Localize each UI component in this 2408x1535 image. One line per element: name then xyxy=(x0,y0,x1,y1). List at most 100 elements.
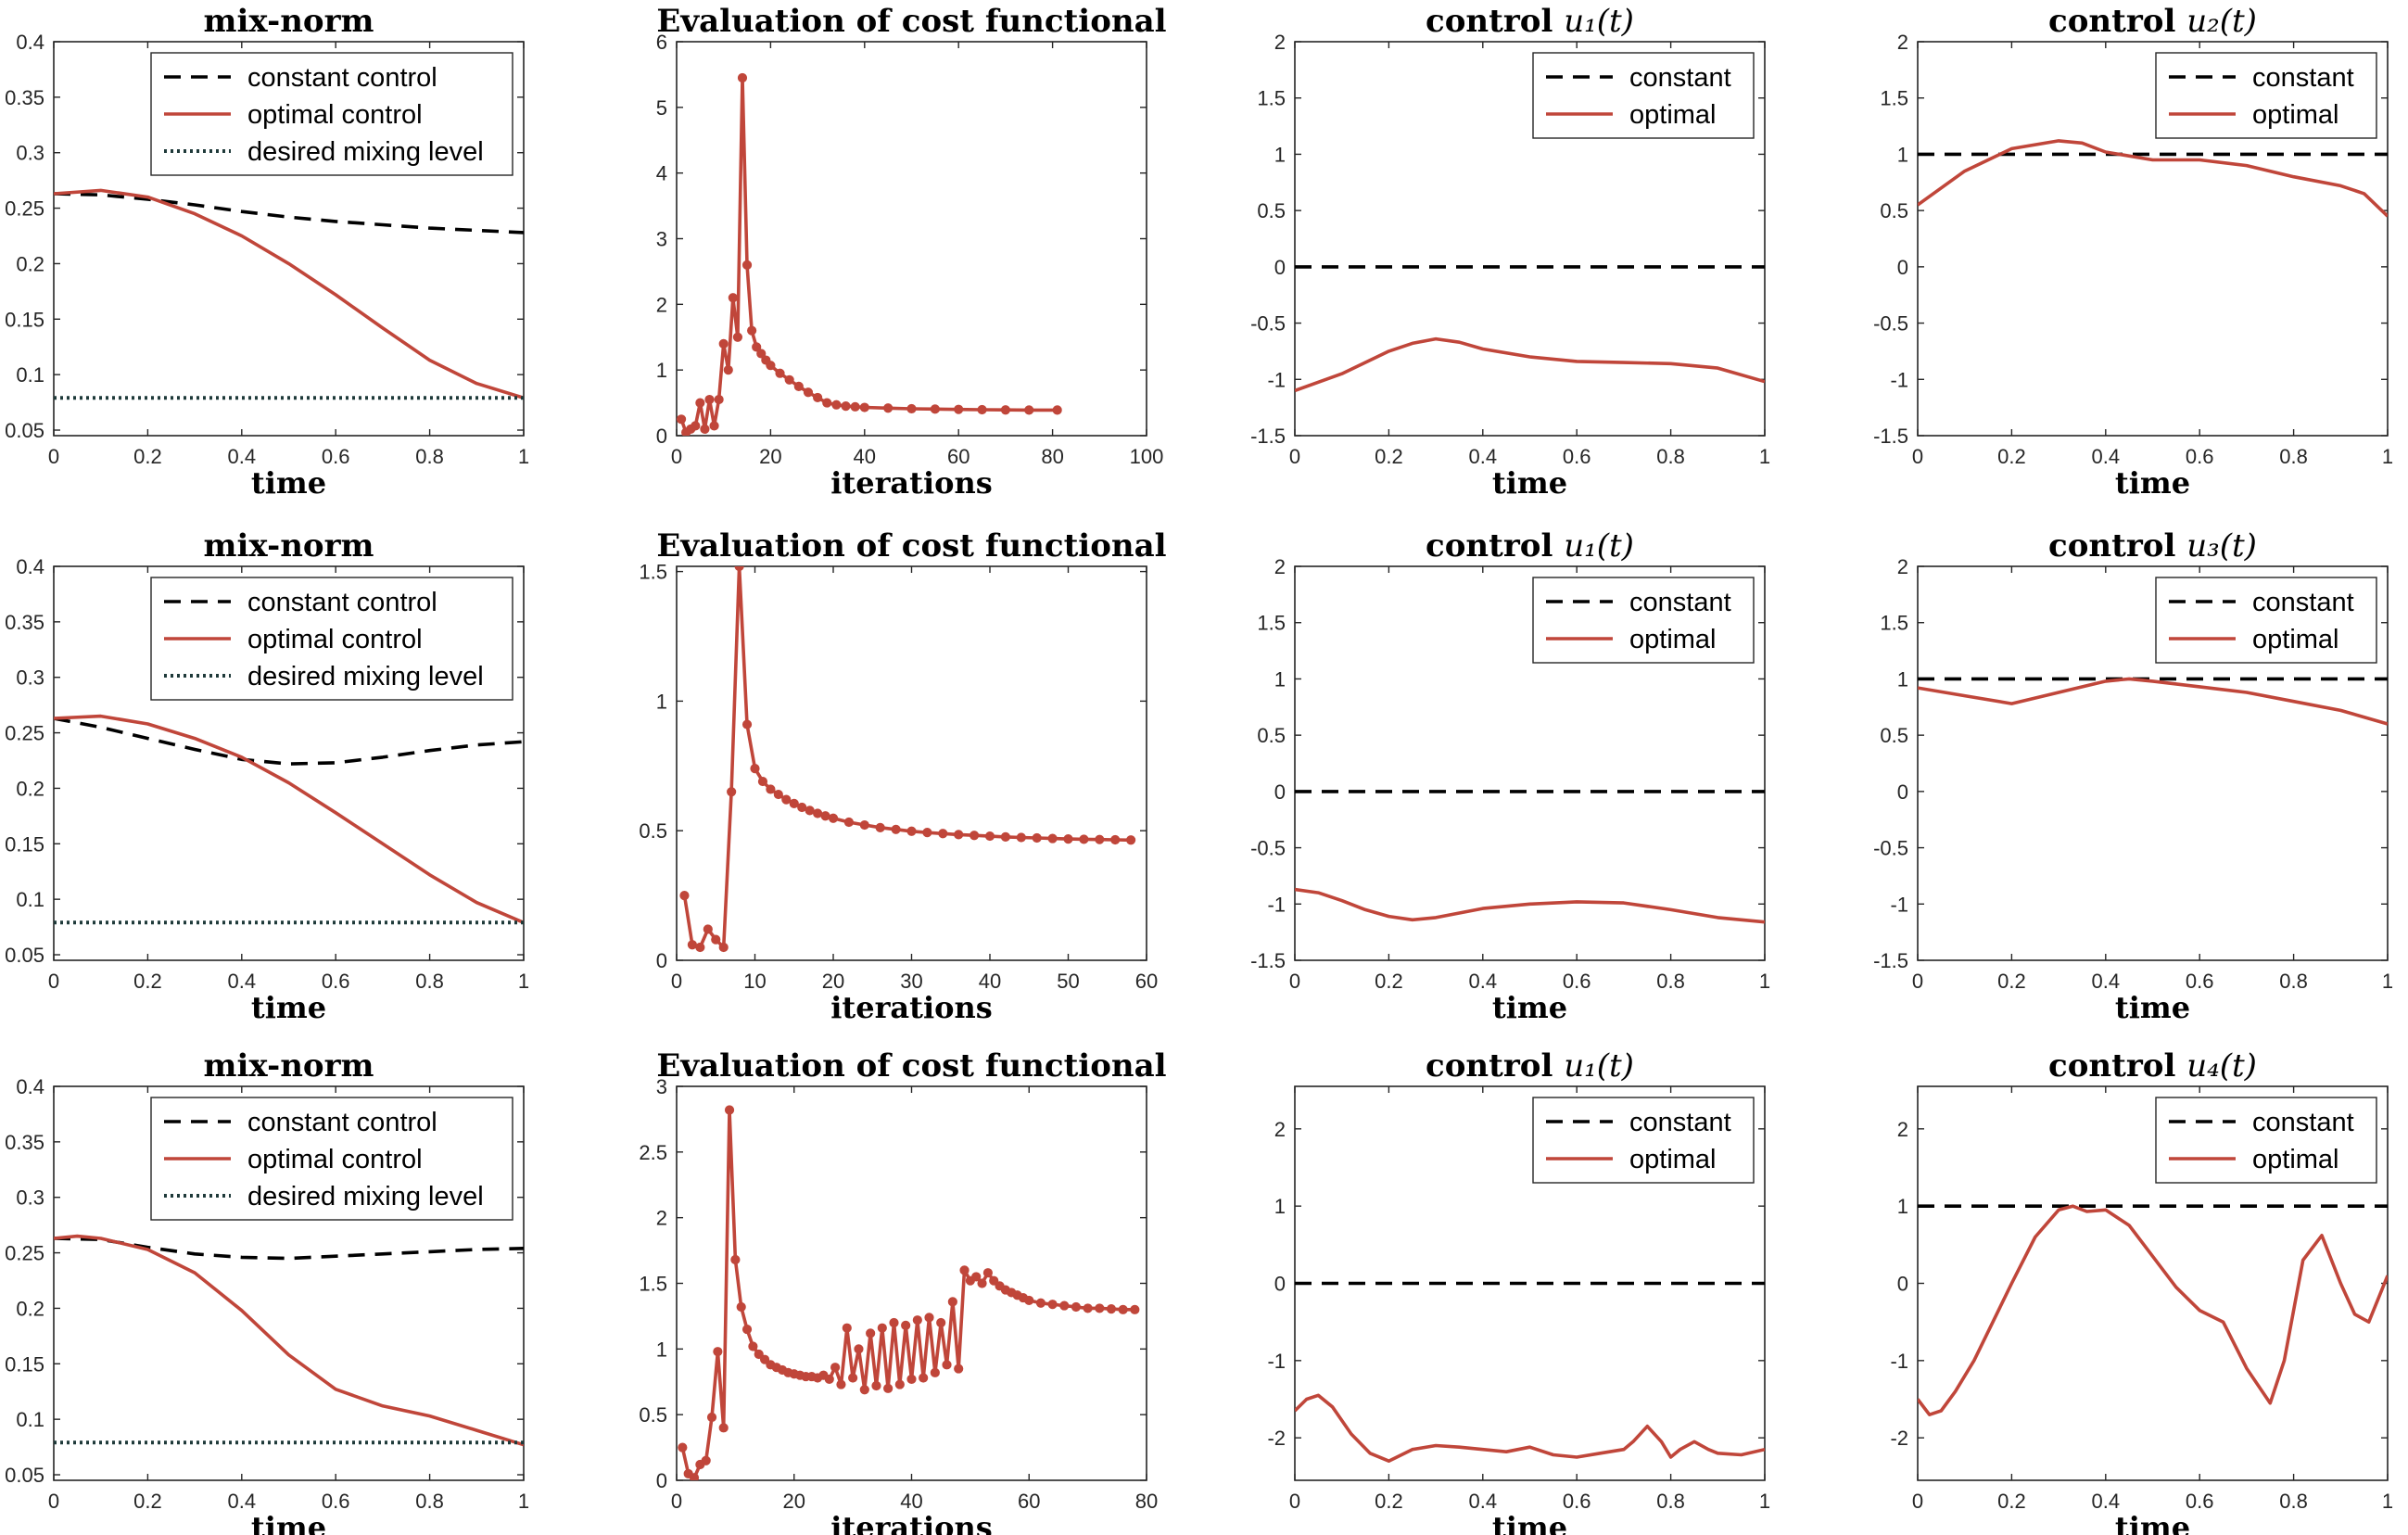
data-point xyxy=(989,1275,999,1286)
x-tick-label: 0.8 xyxy=(415,1490,444,1513)
chart-title: control u₁(t) xyxy=(1426,1047,1634,1085)
y-tick-label: 0.2 xyxy=(16,777,44,800)
data-point xyxy=(784,374,794,385)
x-tick-label: 0 xyxy=(1289,1490,1300,1513)
data-point xyxy=(754,1349,764,1360)
x-tick-label: 60 xyxy=(947,445,970,468)
data-point xyxy=(718,1423,729,1433)
x-tick-label: 20 xyxy=(822,970,844,993)
y-tick-label: 0 xyxy=(656,1469,667,1492)
y-tick-label: 2.5 xyxy=(639,1141,667,1164)
legend: constant optimal xyxy=(2155,1097,2377,1184)
data-point xyxy=(971,1272,982,1282)
x-tick-label: 80 xyxy=(1135,1490,1158,1513)
y-tick-label: 0.2 xyxy=(16,252,44,275)
y-tick-label: 0 xyxy=(1897,780,1908,804)
x-tick-label: 30 xyxy=(900,970,922,993)
y-tick-label: 0.15 xyxy=(5,832,44,856)
x-tick-label: 0.6 xyxy=(1563,445,1591,468)
data-point xyxy=(959,1265,970,1275)
y-tick-label: 2 xyxy=(1274,1118,1286,1141)
data-point xyxy=(759,1354,770,1364)
x-tick-label: 1 xyxy=(518,1490,529,1513)
legend-label: optimal control xyxy=(247,625,423,654)
x-tick-label: 0 xyxy=(48,445,59,468)
legend-label: optimal xyxy=(1629,1145,1717,1174)
legend-label: optimal xyxy=(2252,100,2339,130)
x-tick-label: 0.4 xyxy=(1469,970,1498,993)
y-tick-label: 1 xyxy=(1897,143,1908,166)
y-tick-label: -1 xyxy=(1267,368,1286,391)
legend-box xyxy=(1532,577,1755,664)
x-tick-label: 0.2 xyxy=(133,970,162,993)
x-axis-label: time xyxy=(1492,465,1567,501)
x-tick-label: 1 xyxy=(1759,970,1770,993)
title-math: u₂(t) xyxy=(2186,3,2257,40)
y-tick-label: -1.5 xyxy=(1873,425,1908,448)
plot-area xyxy=(1918,1204,2388,1416)
data-point xyxy=(843,817,855,828)
y-tick-label: -1.5 xyxy=(1873,949,1908,972)
plot-area xyxy=(1295,790,1765,924)
data-point xyxy=(752,342,762,352)
x-tick-label: 0.2 xyxy=(133,1490,162,1513)
x-tick-label: 0 xyxy=(671,445,682,468)
x-tick-label: 0.8 xyxy=(1656,1490,1685,1513)
y-tick-label: 0.25 xyxy=(5,722,44,745)
series-line-optimal xyxy=(1295,336,1765,393)
y-tick-label: 0.1 xyxy=(16,888,44,911)
data-point xyxy=(1024,1295,1034,1306)
data-point xyxy=(836,1379,846,1389)
y-tick-label: -0.5 xyxy=(1873,837,1908,860)
data-point xyxy=(938,829,948,839)
plot-area xyxy=(54,1234,524,1447)
y-tick-label: 1.5 xyxy=(1880,87,1908,110)
y-tick-label: 1.5 xyxy=(1880,612,1908,635)
data-point xyxy=(730,1254,741,1265)
chart-title: Evaluation of cost functional xyxy=(656,527,1166,565)
y-tick-label: 0 xyxy=(1274,256,1286,279)
y-tick-label: 0.5 xyxy=(1880,724,1908,747)
x-axis-label: time xyxy=(2115,990,2190,1025)
chart-title: control u₂(t) xyxy=(2048,3,2257,40)
y-tick-label: 0.15 xyxy=(5,1352,44,1376)
legend-label: desired mixing level xyxy=(247,1182,484,1212)
x-tick-label: 1 xyxy=(2382,970,2393,993)
legend-box xyxy=(1532,1097,1755,1184)
chart-title: control u₁(t) xyxy=(1426,3,1634,40)
y-tick-label: 0.2 xyxy=(16,1297,44,1320)
data-point xyxy=(831,400,842,410)
data-point xyxy=(1110,834,1121,845)
y-tick-label: 0.5 xyxy=(1257,724,1286,747)
legend-box xyxy=(2155,577,2377,664)
legend-label: constant control xyxy=(247,588,437,617)
data-point xyxy=(714,394,724,405)
x-tick-label: 20 xyxy=(783,1490,805,1513)
data-point xyxy=(741,1324,753,1335)
data-point xyxy=(1035,1298,1046,1308)
x-tick-label: 10 xyxy=(743,970,766,993)
x-axis-label: time xyxy=(2115,1510,2190,1535)
legend-box xyxy=(2155,1097,2377,1184)
data-point xyxy=(766,361,776,371)
legend: constant control optimal control desired m… xyxy=(150,1097,513,1221)
y-tick-label: 0.35 xyxy=(5,611,44,634)
x-tick-label: 0.6 xyxy=(322,445,350,468)
y-tick-label: -0.5 xyxy=(1250,312,1286,336)
data-point xyxy=(894,1379,905,1389)
y-tick-label: 5 xyxy=(656,96,667,120)
y-tick-label: 1.5 xyxy=(639,1273,667,1296)
chart-title: mix-norm xyxy=(204,527,374,565)
chart-panel-r0c3: 0 0.2 0.4 0.6 0.8 1 -1.5 -1 -0.5 0 0.5 1 1.5 2 control… xyxy=(1873,3,2393,501)
x-tick-label: 0 xyxy=(48,970,59,993)
data-point xyxy=(859,402,869,412)
data-point xyxy=(1071,1301,1082,1313)
data-point xyxy=(924,1313,934,1323)
data-point xyxy=(718,338,729,349)
data-point xyxy=(737,72,748,83)
y-tick-label: 0.05 xyxy=(5,419,44,442)
data-point xyxy=(1126,835,1136,845)
chart-panel-r2c3: 0 0.2 0.4 0.6 0.8 1 -2 -1 0 1 2 control u₄(t) time co… xyxy=(1890,1047,2393,1535)
x-tick-label: 0 xyxy=(671,1490,682,1513)
data-point xyxy=(1000,405,1011,415)
